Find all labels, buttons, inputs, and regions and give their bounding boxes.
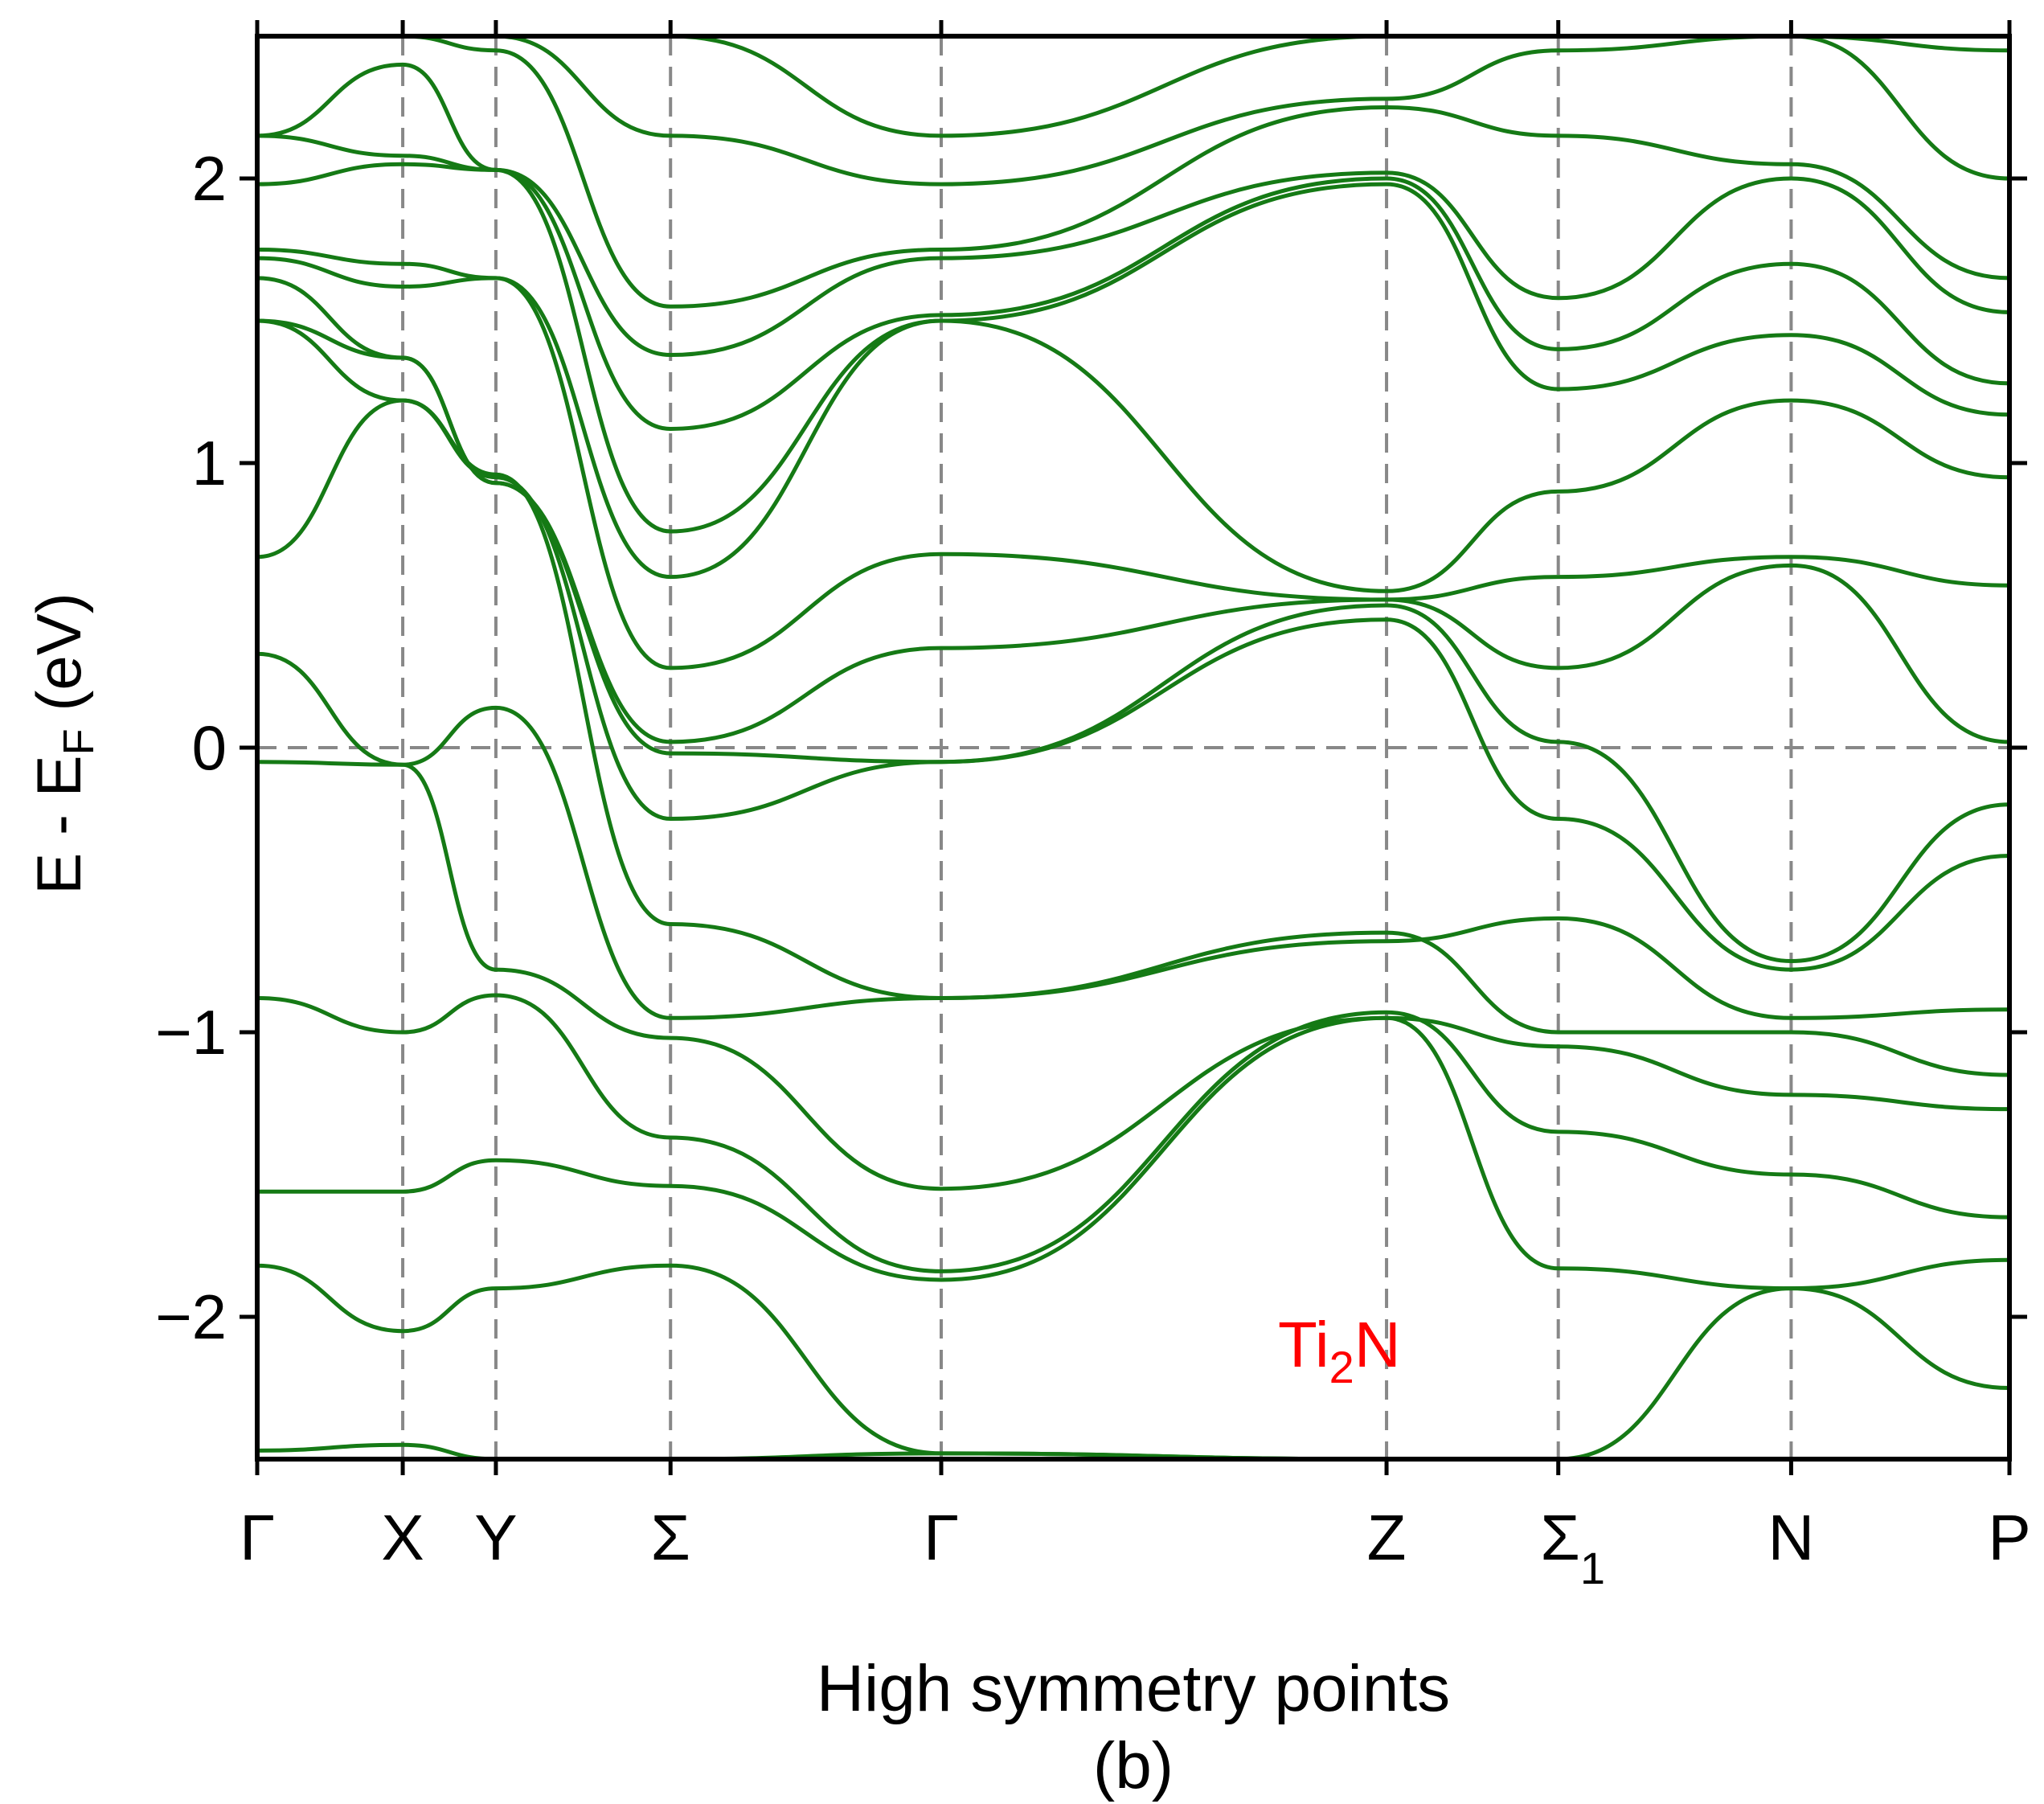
k-point-label-2: Y: [474, 1502, 517, 1573]
axis-ticks: [240, 20, 2027, 1475]
k-point-label-1: X: [381, 1502, 424, 1573]
band-18: [257, 36, 2009, 138]
k-point-label-6: Σ1: [1540, 1502, 1605, 1593]
material-annotation: Ti2N: [1278, 1309, 1401, 1392]
band-13: [257, 162, 2009, 534]
k-point-label-4: Γ: [924, 1502, 959, 1573]
band-12: [257, 248, 2009, 593]
panel-label: (b): [1093, 1729, 1174, 1802]
k-point-label-5: Z: [1367, 1502, 1407, 1573]
band-2: [257, 1263, 2009, 1459]
y-axis-title: E - EF (eV): [23, 592, 103, 894]
y-tick-label-1: −1: [155, 997, 227, 1068]
band-10: [257, 276, 2009, 744]
band-11: [257, 256, 2009, 670]
y-tick-label-3: 1: [192, 428, 227, 498]
k-point-label-0: Γ: [240, 1502, 275, 1573]
y-tick-label-4: 2: [192, 143, 227, 214]
k-point-label-7: N: [1768, 1502, 1815, 1573]
band-4: [257, 993, 2009, 1273]
grid-lines: [256, 36, 2011, 1459]
band-14: [257, 133, 2009, 431]
band-16: [257, 36, 2009, 309]
band-3: [257, 1015, 2009, 1291]
y-tick-label-2: 0: [192, 712, 227, 783]
x-axis-title: High symmetry points: [817, 1652, 1450, 1725]
axis-labels: −2 −1 0 1 2 Γ X Y Σ Γ Z Σ1 N P: [155, 143, 2031, 1593]
band-15: [257, 62, 2009, 357]
band-5: [257, 760, 2009, 1191]
k-point-label-3: Σ: [650, 1502, 690, 1573]
band-series: [257, 36, 2009, 1459]
y-tick-label-0: −2: [155, 1281, 227, 1352]
k-point-label-8: P: [1988, 1502, 2030, 1573]
